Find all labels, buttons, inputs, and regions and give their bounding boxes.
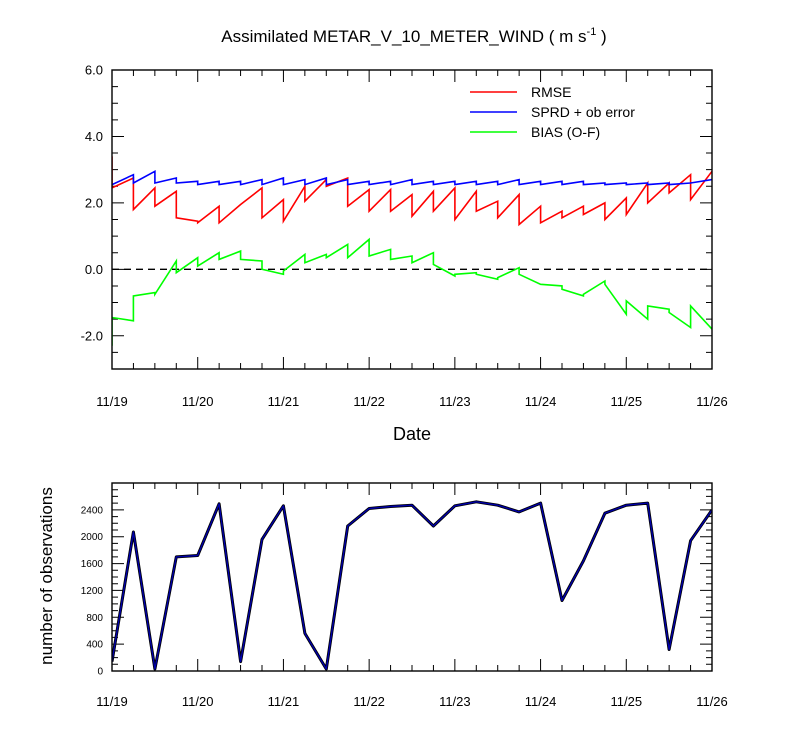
top-x-tick-label: 11/23 [439, 394, 471, 409]
bottom-series [112, 500, 712, 671]
top-x-tick-label: 11/20 [182, 394, 214, 409]
top-plot: 11/19 11/20 11/21 11/22 11/23 11/24 11/25 11/26… [81, 63, 728, 409]
top-bias-o-f-line [112, 237, 712, 346]
top-x-tick-label: 11/26 [696, 394, 728, 409]
top-x-axis-title: Date [393, 424, 431, 444]
top-y-tick-label: 2.0 [85, 195, 103, 210]
bottom-x-tick-label: 11/20 [182, 694, 214, 709]
top-series [112, 156, 712, 346]
top-y-tick-label: 0.0 [85, 262, 103, 277]
top-x-tick-label: 11/19 [96, 394, 128, 409]
top-sprd-ob-error-line [112, 169, 712, 186]
top-x-tick-label: 11/21 [268, 394, 300, 409]
top-y-tick-label: -2.0 [81, 328, 103, 343]
bottom-plot: 11/19 11/20 11/21 11/22 11/23 11/24 11/25 11/26… [81, 482, 728, 709]
bottom-y-tick-label: 2000 [81, 532, 104, 543]
legend-label-sprd: SPRD + ob error [531, 104, 635, 120]
bottom-y-tick-label: 400 [86, 640, 103, 651]
top-frame [111, 69, 713, 370]
bottom-y-tick-label: 800 [86, 613, 103, 624]
bottom-x-tick-label: 11/22 [353, 694, 385, 709]
bottom-x-tick-label: 11/23 [439, 694, 471, 709]
top-y-tick-label: 6.0 [85, 63, 103, 78]
chart-title: Assimilated METAR_V_10_METER_WIND ( m s-… [221, 26, 606, 46]
bottom-tick-marks [111, 482, 713, 672]
bottom-y-axis-title: number of observations [37, 487, 56, 665]
bottom-ticks-path [111, 482, 713, 672]
top-rmse-line [112, 156, 712, 227]
bottom-observations-line [112, 501, 712, 670]
bottom-y-tick-label: 2400 [81, 505, 104, 516]
bottom-x-tick-label: 11/21 [268, 694, 300, 709]
bottom-y-tick-label: 0 [97, 667, 103, 678]
top-y-tick-label: 4.0 [85, 129, 103, 144]
bottom-frame [111, 482, 713, 672]
legend: RMSE SPRD + ob error BIAS (O-F) [470, 84, 635, 140]
legend-label-rmse: RMSE [531, 84, 571, 100]
bottom-x-tick-label: 11/26 [696, 694, 728, 709]
top-x-tick-label: 11/22 [353, 394, 385, 409]
bottom-x-tick-label: 11/25 [610, 694, 642, 709]
legend-label-bias: BIAS (O-F) [531, 124, 600, 140]
bottom-x-tick-label: 11/24 [525, 694, 557, 709]
bottom-y-tick-label: 1600 [81, 559, 104, 570]
bottom-y-tick-label: 1200 [81, 586, 104, 597]
bottom-x-tick-label: 11/19 [96, 694, 128, 709]
top-x-tick-label: 11/24 [525, 394, 557, 409]
bottom-observations-line-outline [112, 500, 712, 671]
top-x-tick-label: 11/25 [610, 394, 642, 409]
